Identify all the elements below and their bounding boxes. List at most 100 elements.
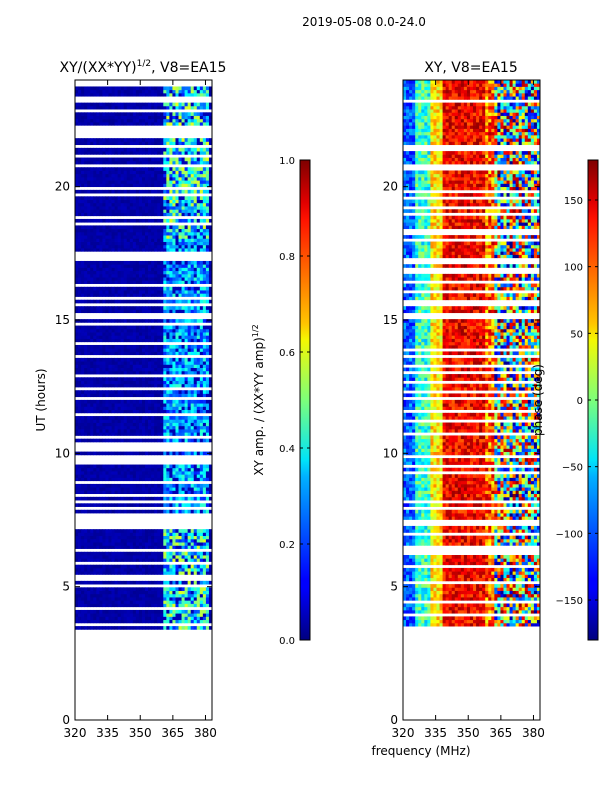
heatmap-cell xyxy=(190,538,195,543)
heatmap-cell xyxy=(135,616,140,621)
heatmap-row xyxy=(75,212,212,217)
heatmap-cell xyxy=(81,467,85,472)
heatmap-cell xyxy=(93,228,97,233)
heatmap-cell xyxy=(199,241,204,246)
heatmap-cell xyxy=(75,616,79,621)
heatmap-cell xyxy=(87,567,91,572)
heatmap-cell xyxy=(123,451,128,456)
heatmap-cell xyxy=(172,209,176,213)
heatmap-cell xyxy=(117,344,122,349)
heatmap-cell xyxy=(135,464,140,469)
heatmap-cell xyxy=(208,616,212,621)
heatmap-cell xyxy=(157,593,161,598)
heatmap-cell xyxy=(172,600,176,604)
heatmap-cell xyxy=(75,260,79,265)
heatmap-cell xyxy=(166,180,170,184)
heatmap-cell xyxy=(84,235,88,239)
heatmap-cell xyxy=(81,483,85,488)
heatmap-cell xyxy=(117,138,122,142)
heatmap-cell xyxy=(90,580,94,585)
heatmap-cell xyxy=(111,603,115,608)
heatmap-cell xyxy=(87,383,91,388)
heatmap-cell xyxy=(102,496,106,501)
heatmap-cell xyxy=(126,626,131,630)
heatmap-cell xyxy=(138,422,143,427)
heatmap-cell xyxy=(75,496,79,501)
heatmap-cell xyxy=(75,344,79,349)
heatmap-cell xyxy=(190,264,195,268)
heatmap-cell xyxy=(87,309,91,314)
heatmap-cell xyxy=(178,432,182,436)
heatmap-cell xyxy=(132,319,137,323)
heatmap-cell xyxy=(208,432,212,436)
heatmap-cell xyxy=(202,613,207,617)
heatmap-cell xyxy=(111,542,115,546)
heatmap-cell xyxy=(172,613,176,617)
heatmap-cell xyxy=(138,167,143,171)
heatmap-cell xyxy=(111,616,115,621)
heatmap-cell xyxy=(75,590,79,595)
heatmap-cell xyxy=(202,189,207,194)
heatmap-cell xyxy=(135,364,140,368)
heatmap-cell xyxy=(151,176,155,181)
heatmap-cell xyxy=(129,280,134,284)
heatmap-cell xyxy=(193,199,198,204)
heatmap-cell xyxy=(208,490,212,495)
heatmap-cell xyxy=(208,344,212,349)
heatmap-cell xyxy=(148,267,152,272)
heatmap-cell xyxy=(114,225,119,230)
heatmap-cell xyxy=(169,535,173,540)
heatmap-cell xyxy=(90,225,94,230)
heatmap-cell xyxy=(157,293,161,297)
heatmap-cell xyxy=(129,529,134,533)
heatmap-cell xyxy=(99,202,103,207)
heatmap-cell xyxy=(205,361,210,365)
heatmap-cell xyxy=(141,290,146,294)
heatmap-cell xyxy=(190,309,195,314)
heatmap-cell xyxy=(196,157,201,162)
heatmap-cell xyxy=(166,141,170,146)
heatmap-cell xyxy=(163,538,167,543)
heatmap-cell xyxy=(105,293,109,297)
heatmap-cell xyxy=(126,587,131,591)
heatmap-cell xyxy=(129,545,134,549)
heatmap-cell xyxy=(145,267,149,272)
heatmap-cell xyxy=(93,118,97,123)
heatmap-cell xyxy=(81,538,85,543)
heatmap-cell xyxy=(178,306,182,310)
heatmap-cell xyxy=(87,357,91,362)
heatmap-cell xyxy=(129,626,134,630)
heatmap-cell xyxy=(102,558,106,562)
heatmap-cell xyxy=(120,141,125,146)
heatmap-cell xyxy=(154,299,158,304)
heatmap-cell xyxy=(75,377,79,381)
heatmap-cell xyxy=(114,218,119,223)
heatmap-cell xyxy=(172,555,176,559)
heatmap-cell xyxy=(93,218,97,223)
heatmap-cell xyxy=(108,532,112,537)
heatmap-cell xyxy=(160,567,164,572)
heatmap-cell xyxy=(196,538,201,543)
heatmap-cell xyxy=(205,470,210,475)
heatmap-cell xyxy=(145,483,149,488)
heatmap-cell xyxy=(132,167,137,171)
heatmap-cell xyxy=(196,590,201,595)
heatmap-cell xyxy=(141,597,146,601)
heatmap-cell xyxy=(75,319,79,323)
heatmap-cell xyxy=(178,335,182,339)
heatmap-cell xyxy=(202,235,207,239)
heatmap-cell xyxy=(135,529,140,533)
heatmap-cell xyxy=(169,176,173,181)
heatmap-cell xyxy=(187,419,192,423)
heatmap-cell xyxy=(114,351,119,356)
heatmap-row xyxy=(75,477,212,482)
heatmap-cell xyxy=(193,293,198,297)
heatmap-cell xyxy=(166,344,170,349)
heatmap-cell xyxy=(138,587,143,591)
heatmap-cell xyxy=(102,241,106,246)
heatmap-cell xyxy=(105,344,109,349)
heatmap-cell xyxy=(123,328,128,333)
heatmap-cell xyxy=(166,325,170,330)
heatmap-cell xyxy=(205,422,210,427)
heatmap-cell xyxy=(151,603,155,608)
